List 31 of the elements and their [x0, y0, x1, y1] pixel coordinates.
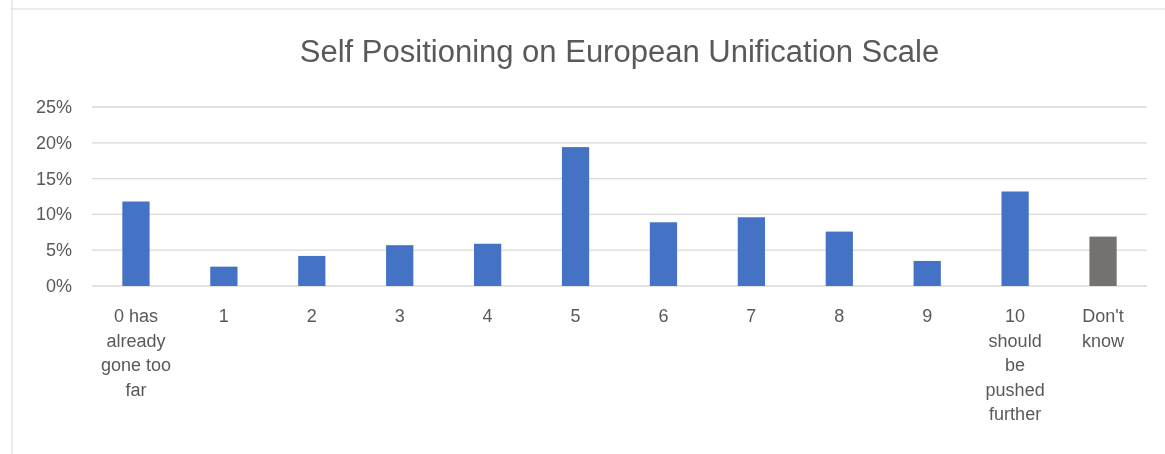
x-tick-label: 4 [482, 306, 493, 326]
y-tick-label: 0% [45, 276, 72, 296]
x-tick-label: 9 [922, 306, 933, 326]
x-tick-label: 2 [306, 306, 317, 326]
bar [825, 231, 853, 286]
bar [210, 266, 238, 286]
y-tick-label: 15% [35, 168, 72, 189]
bar [1089, 236, 1117, 286]
chart-title: Self Positioning on European Unification Scale [299, 34, 940, 69]
x-tick-label: 7 [746, 306, 757, 326]
x-tick-label: Don't know [1082, 306, 1126, 351]
x-tick-label: 0 has already gone too far [100, 306, 171, 400]
y-tick-label: 20% [35, 132, 72, 153]
bar [737, 217, 765, 286]
x-tick-label: 3 [394, 306, 405, 326]
x-tick-label: 5 [570, 306, 581, 326]
bar [1001, 191, 1029, 286]
bar [298, 255, 326, 286]
x-tick-label: 6 [658, 306, 669, 326]
bar [913, 260, 941, 286]
bar [122, 201, 150, 286]
bar [474, 243, 502, 286]
bar [386, 245, 414, 286]
bar [561, 147, 590, 286]
y-tick-label: 5% [45, 240, 72, 261]
y-tick-label: 25% [35, 97, 72, 117]
x-tick-label: 1 [218, 306, 229, 326]
bar [649, 222, 678, 286]
y-tick-label: 10% [35, 204, 72, 225]
x-tick-label: 10 should be pushed further [985, 306, 1045, 424]
x-tick-label: 8 [834, 306, 845, 326]
